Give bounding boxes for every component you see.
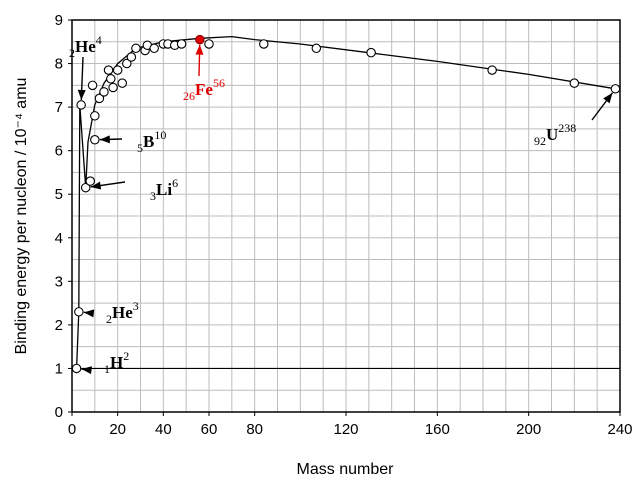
- isotope-mass-number: 56: [213, 76, 225, 90]
- annotation-arrow-head: [90, 181, 102, 190]
- x-tick-label: 60: [201, 421, 218, 438]
- isotope-label-u-238: 92U238: [534, 121, 576, 148]
- isotope-atomic-number: 3: [150, 189, 156, 203]
- data-point: [71, 363, 82, 374]
- data-point: [149, 43, 159, 54]
- y-tick-label: 1: [55, 360, 63, 377]
- data-point-highlight: [195, 34, 205, 45]
- y-tick-label: 0: [55, 404, 63, 421]
- data-point: [259, 39, 269, 49]
- data-point: [112, 65, 123, 75]
- data-point: [176, 39, 187, 49]
- data-point: [80, 182, 91, 193]
- annotation-arrow-head: [81, 366, 92, 375]
- isotope-element-symbol: H: [110, 353, 123, 372]
- x-tick-label: 0: [68, 421, 76, 438]
- isotope-mass-number: 238: [558, 121, 576, 135]
- isotope-mass-number: 10: [154, 128, 166, 142]
- data-point: [85, 176, 96, 186]
- isotope-element-symbol: He: [112, 303, 133, 322]
- data-point: [74, 307, 84, 317]
- x-tick-label: 120: [333, 421, 358, 438]
- data-point: [117, 78, 127, 88]
- isotope-atomic-number: 5: [137, 141, 143, 155]
- isotope-mass-number: 6: [172, 176, 178, 190]
- annotation-arrow-head: [99, 135, 110, 144]
- data-point: [311, 43, 322, 54]
- data-point: [131, 43, 141, 54]
- y-tick-label: 2: [55, 317, 63, 334]
- annotation-arrow-head: [195, 44, 204, 55]
- isotope-element-symbol: B: [143, 132, 154, 151]
- x-tick-label: 20: [109, 421, 126, 438]
- x-tick-labels: 0 20 40 60 80 120 160 200 240: [68, 412, 633, 438]
- data-point: [366, 47, 376, 58]
- isotope-atomic-number: 92: [534, 134, 546, 148]
- y-tick-label: 3: [55, 273, 63, 290]
- x-tick-label: 40: [155, 421, 172, 438]
- annotation-arrow-head: [83, 309, 95, 318]
- y-tick-label: 4: [55, 230, 63, 247]
- y-axis-title: Binding energy per nucleon / 10⁻⁴ amu: [13, 78, 30, 355]
- data-point: [103, 65, 114, 75]
- isotope-atomic-number: 1: [104, 362, 110, 376]
- data-point: [487, 65, 497, 75]
- y-tick-label: 7: [55, 99, 63, 116]
- x-tick-label: 80: [246, 421, 263, 438]
- isotope-label-he-4: 2He4: [69, 33, 102, 60]
- isotope-element-symbol: Fe: [195, 80, 213, 99]
- data-point: [106, 74, 116, 84]
- data-point: [204, 39, 214, 49]
- y-tick-label: 5: [55, 186, 63, 203]
- data-points: [71, 34, 621, 374]
- x-axis-title: Mass number: [297, 461, 395, 478]
- data-point: [610, 84, 621, 94]
- isotope-atomic-number: 26: [183, 89, 195, 103]
- data-point: [76, 100, 86, 110]
- isotope-mass-number: 3: [133, 299, 139, 313]
- x-tick-label: 200: [516, 421, 541, 438]
- data-point: [87, 80, 98, 91]
- data-point: [126, 52, 137, 62]
- y-tick-label: 8: [55, 56, 63, 73]
- isotope-element-symbol: Li: [156, 180, 172, 199]
- isotope-label-b-10: 5B10: [137, 128, 166, 155]
- isotope-element-symbol: He: [75, 37, 96, 56]
- x-tick-label: 160: [425, 421, 450, 438]
- isotope-mass-number: 4: [96, 33, 102, 47]
- y-tick-labels: 0 1 2 3 4 5 6 7 8 9: [55, 12, 72, 421]
- isotope-label-fe-56: 26Fe56: [183, 76, 225, 103]
- annotation-arrow-head: [77, 89, 86, 100]
- data-point: [122, 58, 132, 69]
- isotope-label-he-3: 2He3: [106, 299, 139, 326]
- data-point: [569, 78, 580, 88]
- y-tick-label: 6: [55, 143, 63, 160]
- isotope-mass-number: 2: [123, 349, 129, 363]
- isotope-atomic-number: 2: [69, 46, 75, 60]
- x-tick-label: 240: [607, 421, 632, 438]
- data-point: [94, 93, 105, 104]
- y-tick-label: 9: [55, 12, 63, 29]
- isotope-label-li-6: 3Li6: [150, 176, 178, 203]
- isotope-element-symbol: U: [546, 125, 558, 144]
- data-point: [90, 135, 100, 145]
- annotation-arrow-head: [603, 92, 613, 104]
- isotope-atomic-number: 2: [106, 312, 112, 326]
- data-point: [90, 111, 100, 121]
- isotope-label-h-2: 1H2: [104, 349, 129, 376]
- grid-lines: [72, 20, 620, 412]
- data-point: [99, 87, 109, 97]
- data-point: [108, 82, 118, 93]
